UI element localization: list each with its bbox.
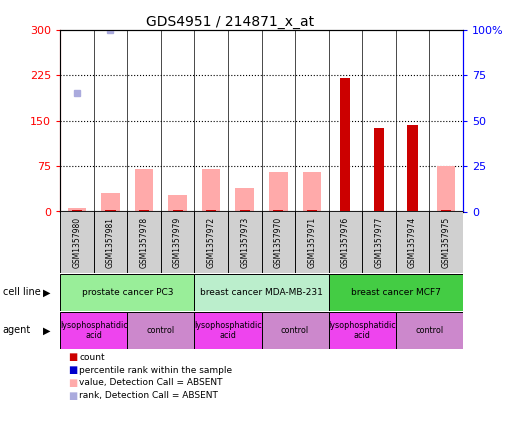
Bar: [262, 212, 295, 273]
Text: GSM1357970: GSM1357970: [274, 217, 283, 268]
Bar: [437, 166, 456, 212]
Text: rank, Detection Call = ABSENT: rank, Detection Call = ABSENT: [79, 391, 219, 400]
Bar: [168, 195, 187, 212]
Text: GSM1357979: GSM1357979: [173, 217, 182, 268]
Bar: [161, 212, 195, 273]
Text: breast cancer MDA-MB-231: breast cancer MDA-MB-231: [200, 288, 323, 297]
Bar: [106, 210, 116, 212]
Text: GSM1357972: GSM1357972: [207, 217, 215, 268]
Bar: [72, 210, 82, 212]
Bar: [195, 212, 228, 273]
Text: ■: ■: [68, 378, 77, 388]
Text: count: count: [79, 353, 105, 362]
Text: control: control: [415, 326, 444, 335]
Bar: [340, 78, 350, 212]
Text: ▶: ▶: [43, 325, 51, 335]
Text: GSM1357981: GSM1357981: [106, 217, 115, 268]
Bar: [328, 312, 396, 349]
Bar: [303, 172, 321, 212]
Bar: [235, 189, 254, 212]
Bar: [429, 212, 463, 273]
Text: GDS4951 / 214871_x_at: GDS4951 / 214871_x_at: [146, 15, 314, 29]
Text: GSM1357977: GSM1357977: [374, 217, 383, 268]
Bar: [328, 212, 362, 273]
Text: GSM1357973: GSM1357973: [240, 217, 249, 268]
Text: GSM1357978: GSM1357978: [140, 217, 149, 268]
Bar: [135, 169, 153, 212]
Bar: [328, 274, 463, 311]
Bar: [362, 212, 396, 273]
Bar: [127, 212, 161, 273]
Text: GSM1357971: GSM1357971: [308, 217, 316, 268]
Text: GSM1357974: GSM1357974: [408, 217, 417, 268]
Bar: [273, 210, 283, 212]
Bar: [60, 312, 127, 349]
Text: GSM1357976: GSM1357976: [341, 217, 350, 268]
Text: control: control: [281, 326, 309, 335]
Bar: [240, 210, 250, 212]
Bar: [60, 274, 195, 311]
Bar: [60, 212, 94, 273]
Bar: [407, 125, 417, 212]
Bar: [396, 312, 463, 349]
Text: control: control: [147, 326, 175, 335]
Bar: [206, 210, 216, 212]
Bar: [101, 193, 120, 212]
Text: ■: ■: [68, 390, 77, 401]
Text: ▶: ▶: [43, 287, 51, 297]
Text: value, Detection Call = ABSENT: value, Detection Call = ABSENT: [79, 378, 223, 387]
Text: lysophosphatidic
acid: lysophosphatidic acid: [328, 321, 396, 340]
Bar: [295, 212, 328, 273]
Text: ■: ■: [68, 365, 77, 375]
Text: breast cancer MCF7: breast cancer MCF7: [351, 288, 441, 297]
Bar: [307, 210, 317, 212]
Bar: [195, 312, 262, 349]
Bar: [228, 212, 262, 273]
Bar: [173, 210, 183, 212]
Bar: [202, 169, 220, 212]
Bar: [396, 212, 429, 273]
Bar: [262, 312, 328, 349]
Text: lysophosphatidic
acid: lysophosphatidic acid: [60, 321, 128, 340]
Bar: [269, 172, 288, 212]
Text: GSM1357975: GSM1357975: [441, 217, 451, 268]
Text: cell line: cell line: [3, 287, 40, 297]
Text: percentile rank within the sample: percentile rank within the sample: [79, 365, 233, 375]
Text: ■: ■: [68, 352, 77, 363]
Bar: [374, 128, 384, 212]
Bar: [441, 210, 451, 212]
Text: lysophosphatidic
acid: lysophosphatidic acid: [194, 321, 262, 340]
Bar: [127, 312, 195, 349]
Bar: [67, 209, 86, 212]
Text: GSM1357980: GSM1357980: [72, 217, 82, 268]
Text: prostate cancer PC3: prostate cancer PC3: [82, 288, 173, 297]
Bar: [139, 210, 149, 212]
Bar: [94, 212, 127, 273]
Bar: [195, 274, 328, 311]
Text: agent: agent: [3, 325, 31, 335]
